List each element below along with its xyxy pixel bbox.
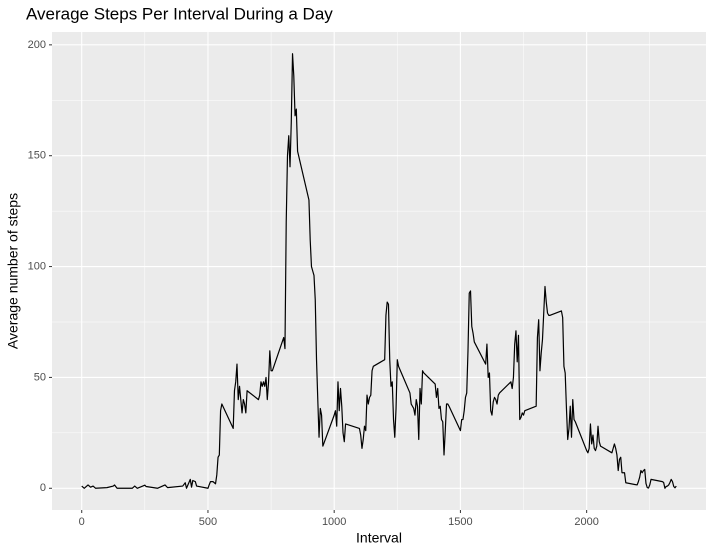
x-tick-label: 1000: [322, 516, 346, 528]
y-tick-label: 0: [40, 482, 46, 494]
x-tick-label: 1500: [448, 516, 472, 528]
chart-title: Average Steps Per Interval During a Day: [26, 4, 333, 23]
y-tick-label: 100: [28, 260, 46, 272]
y-axis-title: Average number of steps: [5, 193, 21, 349]
x-axis-title: Interval: [356, 530, 402, 546]
x-tick-label: 0: [79, 516, 85, 528]
data-line: [81, 53, 677, 489]
y-tick-label: 200: [28, 39, 46, 51]
x-tick-label: 2000: [574, 516, 598, 528]
y-tick-label: 50: [34, 371, 46, 383]
x-tick-label: 500: [199, 516, 217, 528]
y-tick-label: 150: [28, 150, 46, 162]
plot-panel: [52, 32, 706, 510]
